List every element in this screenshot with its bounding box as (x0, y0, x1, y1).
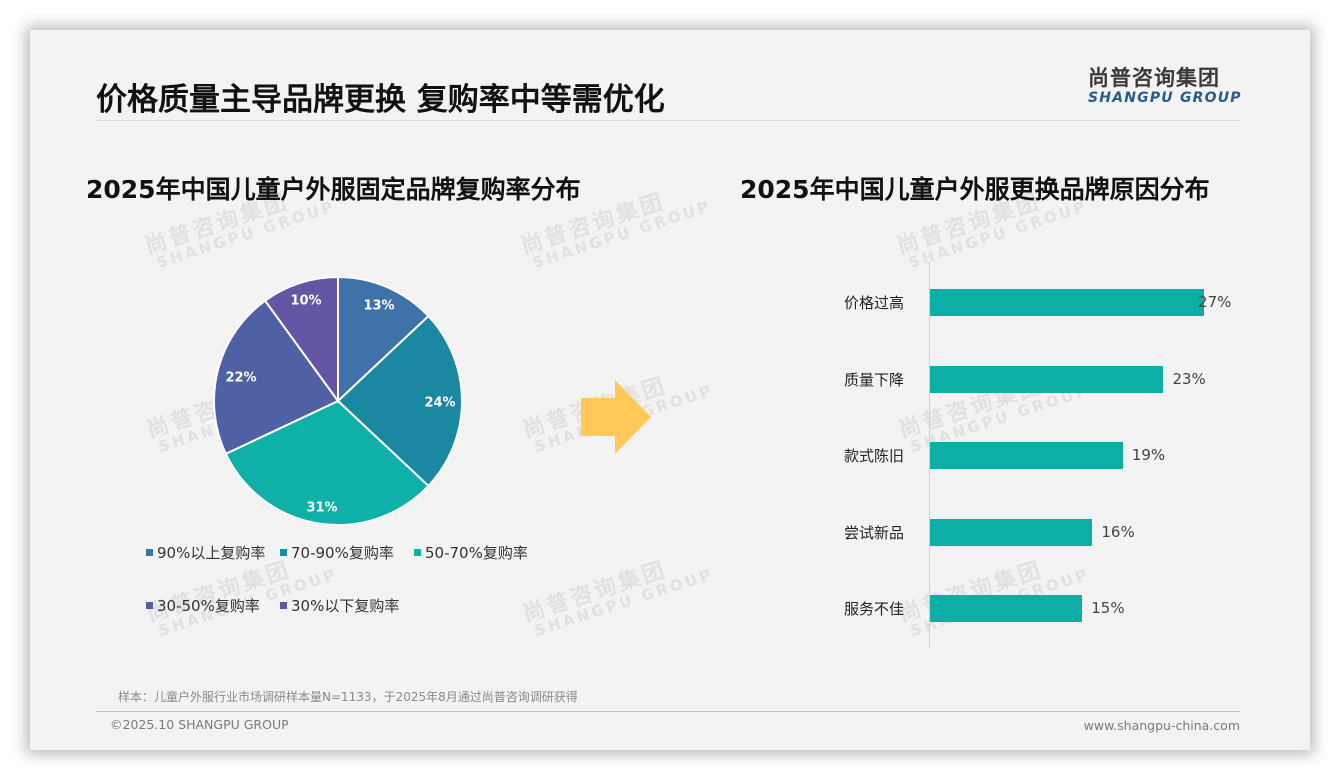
pie-slice (336, 314, 463, 488)
company-logo: 尚普咨询集团 SHANGPU GROUP (1088, 62, 1242, 106)
slide: 价格质量主导品牌更换 复购率中等需优化 尚普咨询集团 SHANGPU GROUP… (30, 30, 1310, 750)
bar-category-label: 款式陈旧 (843, 447, 904, 465)
pie-slice (224, 399, 430, 526)
legend-swatch (280, 602, 287, 609)
pie-label-30-50: 22% (225, 370, 257, 386)
sample-footnote: 样本：儿童户外服行业市场调研样本量N=1133，于2025年8月通过尚普咨询调研… (118, 690, 578, 704)
legend-item: 30-50%复购率 (146, 595, 260, 616)
website-link[interactable]: www.shangpu-china.com (1083, 718, 1240, 733)
bar-category-label: 价格过高 (843, 294, 904, 312)
pie-chart-graphic (213, 275, 463, 526)
bar (930, 595, 1083, 622)
bar-row: 服务不佳 15% (820, 595, 1280, 623)
header-divider (96, 120, 1240, 121)
bar-row: 价格过高 27% (820, 289, 1280, 317)
pie-label-90-plus: 13% (363, 298, 395, 314)
bar-value-label: 23% (1172, 370, 1206, 388)
legend-label: 30-50%复购率 (157, 597, 260, 615)
bar (930, 366, 1164, 393)
bar-value-label: 15% (1091, 599, 1125, 617)
legend-label: 30%以下复购率 (291, 597, 400, 615)
pie-slice (213, 299, 340, 456)
bar-chart-title: 2025年中国儿童户外服更换品牌原因分布 (740, 175, 1210, 204)
legend-item: 90%以上复购率 (146, 542, 265, 563)
legend-swatch (280, 549, 287, 556)
legend-label: 70-90%复购率 (291, 544, 394, 562)
legend-item: 50-70%复购率 (414, 542, 528, 563)
copyright-text: ©2025.10 SHANGPU GROUP (110, 717, 289, 732)
page-title: 价格质量主导品牌更换 复购率中等需优化 (96, 82, 665, 118)
footer-divider (96, 711, 1240, 712)
bar-value-label: 19% (1131, 446, 1166, 464)
legend-swatch (146, 602, 153, 609)
bar (930, 442, 1123, 469)
legend-label: 50-70%复购率 (425, 544, 528, 562)
bar (930, 289, 1205, 316)
bar-category-label: 尝试新品 (843, 524, 904, 542)
legend-swatch (146, 549, 153, 556)
legend-item: 30%以下复购率 (280, 595, 399, 616)
pie-slice (337, 275, 430, 404)
pie-chart: 13% 24% 31% 22% 10% (210, 273, 466, 529)
bar-row: 款式陈旧 19% (820, 442, 1280, 470)
bar-row: 质量下降 23% (820, 366, 1280, 394)
bar-category-label: 质量下降 (843, 371, 904, 389)
bar-chart-axis (929, 262, 930, 647)
bar-category-label: 服务不佳 (843, 600, 904, 618)
logo-chinese-text: 尚普咨询集团 (1088, 66, 1220, 90)
pie-chart-title: 2025年中国儿童户外服固定品牌复购率分布 (86, 175, 581, 204)
pie-label-70-90: 24% (424, 395, 456, 411)
legend-swatch (414, 549, 421, 556)
legend-item: 70-90%复购率 (280, 542, 394, 563)
bar-row: 尝试新品 16% (820, 519, 1280, 547)
pie-slice (263, 275, 339, 405)
bar-value-label: 27% (1198, 293, 1232, 311)
bar (930, 519, 1093, 546)
logo-english-text: SHANGPU GROUP (1088, 90, 1242, 106)
legend-label: 90%以上复购率 (157, 544, 266, 562)
right-arrow-icon (581, 380, 651, 454)
bar-value-label: 16% (1101, 523, 1135, 541)
pie-label-below-30: 10% (290, 293, 322, 309)
pie-label-50-70: 31% (306, 500, 338, 516)
